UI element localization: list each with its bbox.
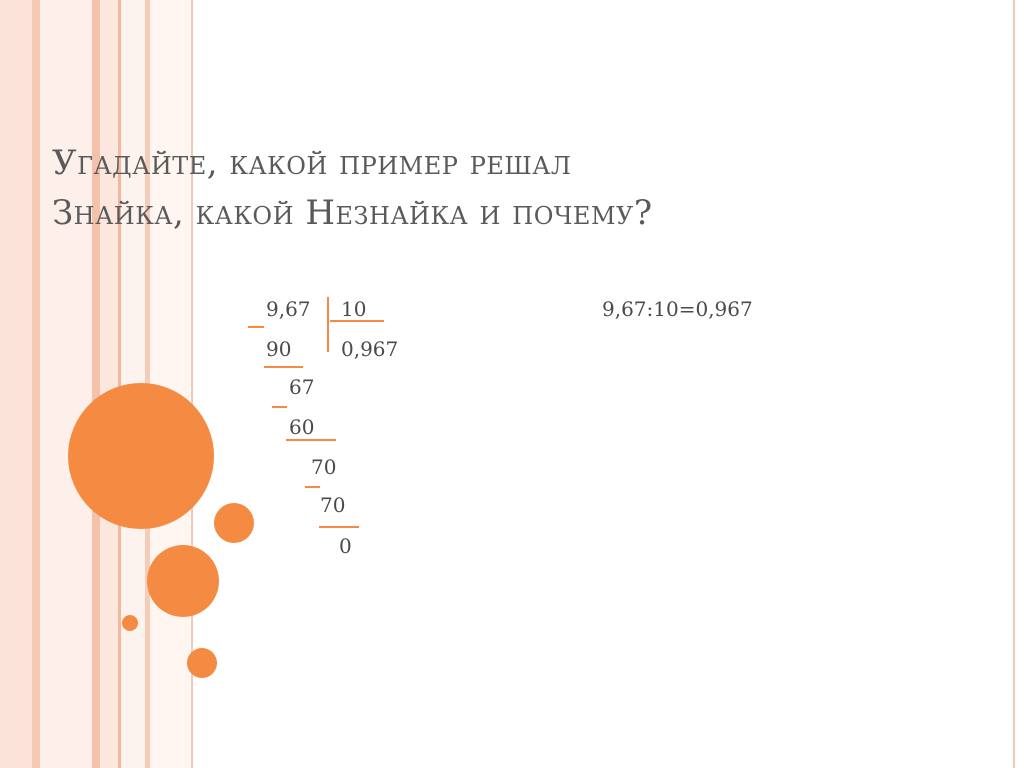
medium-circle-2	[147, 545, 219, 617]
subtrahend-1: 90	[266, 337, 292, 361]
page-title: Угадайте, какой пример решал Знайка, как…	[52, 138, 992, 238]
quotient: 0,967	[341, 337, 399, 361]
small-circle	[187, 648, 217, 678]
equation: 9,67:10=0,967	[602, 297, 753, 321]
large-circle	[68, 383, 214, 529]
medium-circle	[214, 503, 254, 543]
remainder-3: 0	[339, 534, 352, 558]
divisor: 10	[341, 297, 367, 321]
remainder-1: 67	[289, 375, 315, 399]
subtrahend-3: 70	[320, 493, 346, 517]
title-line-2: Знайка, какой Незнайка и почему?	[52, 193, 653, 233]
subtrahend-2: 60	[289, 415, 315, 439]
remainder-2: 70	[311, 455, 337, 479]
title-line-1: Угадайте, какой пример решал	[52, 143, 572, 183]
dividend: 9,67	[266, 297, 311, 321]
tiny-circle	[122, 615, 138, 631]
